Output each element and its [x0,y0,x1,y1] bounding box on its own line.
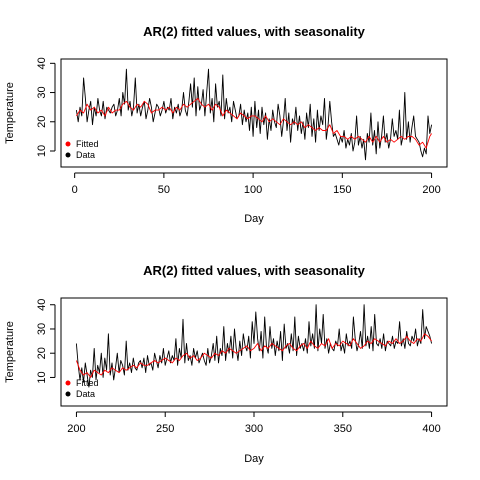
chart-top-y-axis: 10 20 30 40 [36,57,56,157]
chart-bottom-series-data-line [75,304,433,388]
chart-bottom-plot-frame [60,297,448,407]
chart-top-y-tick-label: 30 [36,86,48,98]
chart-top-title: AR(2) fitted values, with seasonality [143,24,366,39]
chart-bottom-y-tick-label: 20 [36,347,48,359]
chart-top-x-label: Day [244,213,264,225]
chart-bottom-x-tick-label: 300 [245,423,263,435]
chart-bottom-title: AR(2) fitted values, with seasonality [143,263,366,278]
chart-top-x-tick-label: 200 [422,184,440,196]
chart-top-x-axis: 0 50 100 150 200 [72,172,441,196]
chart-top-series-fitted-line [76,97,432,149]
chart-bottom-legend: Fitted Data [65,378,99,399]
chart-bottom-legend-data-label: Data [76,389,95,399]
chart-bottom-x-tick-label: 200 [67,423,85,435]
chart-top-x-tick-label: 100 [244,184,262,196]
chart-top-plot-frame [60,58,448,168]
chart-top-x-tick-label: 50 [158,184,170,196]
chart-bottom-series [75,304,433,388]
chart-top-y-tick-label: 40 [36,57,48,69]
chart-bottom-x-tick-label: 350 [334,423,352,435]
chart-bottom: AR(2) fitted values, with seasonality 10… [4,263,448,465]
chart-top-legend-fitted-label: Fitted [76,139,99,149]
chart-top-y-tick-label: 10 [36,145,48,157]
chart-top-x-tick-label: 150 [333,184,351,196]
chart-top-series [75,68,433,161]
chart-bottom-series-fitted-line [75,333,432,378]
chart-bottom-x-tick-label: 250 [156,423,174,435]
chart-bottom-x-axis: 200 250 300 350 400 [67,411,441,435]
chart-top-legend-fitted-swatch [65,141,71,147]
chart-top-series-data-line [75,68,433,161]
chart-bottom-y-tick-label: 30 [36,323,48,335]
chart-bottom-legend-fitted-label: Fitted [76,378,99,388]
chart-top-legend-data-label: Data [76,150,95,160]
chart-top-legend: Fitted Data [65,139,99,160]
chart-bottom-legend-data-swatch [65,391,71,397]
chart-bottom-y-tick-label: 40 [36,299,48,311]
chart-top: AR(2) fitted values, with seasonality 10… [4,24,448,225]
chart-bottom-y-label: Temperature [4,321,16,383]
chart-top-y-label: Temperature [4,82,16,144]
chart-bottom-y-tick-label: 10 [36,371,48,383]
chart-top-legend-data-swatch [65,152,71,158]
chart-bottom-y-axis: 10 20 30 40 [36,299,56,384]
chart-bottom-x-label: Day [244,453,264,465]
chart-top-y-tick-label: 20 [36,116,48,128]
chart-bottom-x-tick-label: 400 [422,423,440,435]
chart-top-x-tick-label: 0 [72,184,78,196]
chart-bottom-legend-fitted-swatch [65,380,71,386]
